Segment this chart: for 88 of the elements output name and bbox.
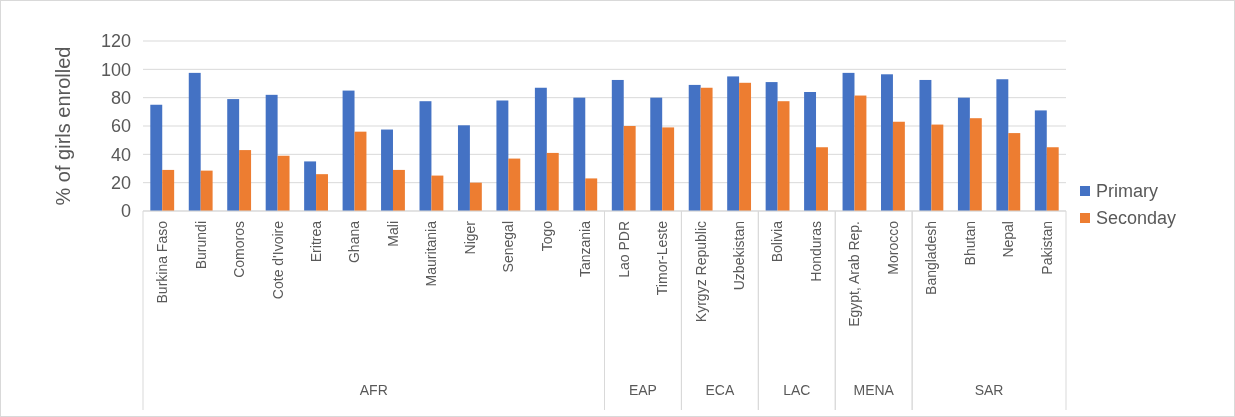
legend-label: Seconday (1096, 208, 1177, 229)
bar (1008, 133, 1021, 211)
x-tick-label: Bhutan (961, 221, 978, 266)
y-tick-label: 60 (110, 116, 131, 137)
bar (342, 90, 355, 211)
y-axis-title: % of girls enrolled (52, 46, 74, 206)
x-tick-label: Egypt, Arab Rep. (846, 221, 863, 327)
bar (457, 125, 470, 211)
text: ECA (705, 382, 735, 398)
bar (431, 175, 444, 211)
bar (765, 82, 778, 211)
bar (265, 94, 278, 211)
bar (316, 174, 328, 211)
x-tick-label: Burkina Faso (154, 220, 171, 304)
text: LAC (783, 382, 811, 398)
bar (854, 95, 867, 211)
y-tick-label: 80 (110, 87, 131, 108)
text: AFR (359, 382, 388, 398)
y-tick-label: 20 (110, 172, 131, 193)
x-tick-label: Burundi (192, 221, 209, 270)
bar (496, 100, 509, 211)
bar (931, 124, 944, 211)
x-tick-label: Pakistan (1038, 221, 1055, 275)
bar (957, 97, 970, 211)
x-tick-label: Ghana (346, 220, 363, 264)
x-tick-label: Mali (384, 221, 401, 247)
bar (585, 178, 598, 211)
bar (842, 72, 855, 211)
bar (354, 131, 367, 211)
bar (739, 82, 752, 211)
bar (200, 170, 213, 211)
bar (573, 97, 586, 211)
bar (816, 147, 828, 211)
bar (227, 99, 240, 211)
x-tick-label: Mauritania (423, 220, 440, 287)
x-tick-label: Togo (538, 220, 555, 252)
bar (277, 155, 290, 211)
bar (381, 129, 393, 211)
y-tick-label: 120 (100, 31, 131, 52)
x-tick-label: Nepal (1000, 221, 1017, 258)
bar (996, 79, 1009, 211)
x-tick-label: Timor-Leste (654, 220, 671, 296)
bar (881, 74, 893, 211)
bar (611, 79, 624, 211)
bar (1034, 110, 1047, 211)
bar (392, 169, 405, 211)
text: MENA (853, 382, 895, 398)
x-tick-label: Eritrea (307, 220, 324, 263)
y-tick-label: 40 (110, 144, 131, 165)
bar (892, 121, 905, 211)
bar (969, 118, 982, 211)
bar (650, 97, 663, 211)
bar (304, 161, 317, 211)
bar (534, 87, 547, 211)
x-tick-label: Tanzania (577, 220, 594, 278)
bar (239, 150, 252, 211)
x-tick-label: Niger (461, 220, 478, 255)
text: EAP (628, 382, 657, 398)
bar (469, 182, 482, 211)
x-tick-label: Comoros (231, 221, 248, 278)
bar (546, 152, 559, 211)
text: SAR (974, 382, 1004, 398)
y-tick-label: 0 (120, 201, 131, 222)
bar (508, 158, 521, 211)
x-tick-label: Cote d'Ivoire (269, 220, 286, 300)
x-tick-label: Honduras (807, 221, 824, 282)
legend-label: Primary (1096, 181, 1158, 202)
bar (1046, 147, 1059, 211)
bar (623, 126, 636, 211)
bar (150, 104, 163, 211)
bar (162, 169, 175, 211)
x-tick-label: Uzbekistan (731, 221, 747, 291)
x-tick-label: Bangladesh (923, 221, 940, 295)
x-tick-label: Bolivia (769, 220, 786, 263)
bar (188, 72, 201, 211)
bar (419, 101, 432, 211)
x-tick-label: Morocco (884, 220, 901, 275)
bar (700, 87, 713, 211)
y-tick-label: 100 (100, 59, 131, 80)
x-tick-label: Senegal (500, 221, 517, 273)
x-tick-label: Lao PDR (615, 221, 632, 278)
bar (662, 127, 675, 211)
bar (727, 76, 740, 211)
bar (804, 92, 817, 211)
bar (777, 101, 790, 211)
bar (688, 84, 701, 211)
x-tick-label: Kyrgyz Republic (692, 221, 709, 323)
bar (919, 79, 932, 211)
